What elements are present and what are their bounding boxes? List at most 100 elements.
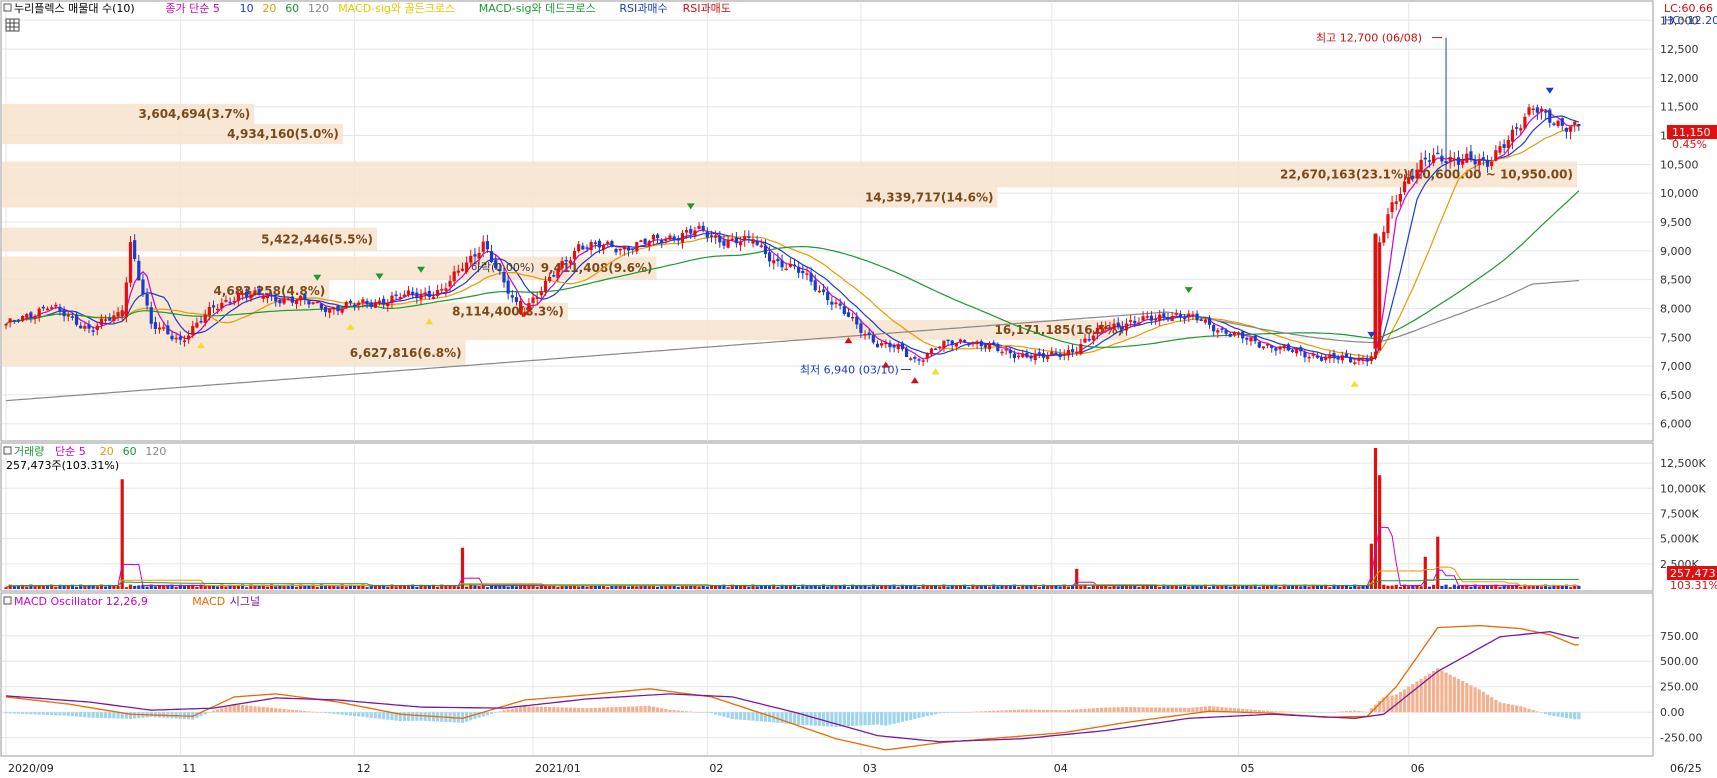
- candle-body: [398, 297, 402, 299]
- legend-item[interactable]: 거래량: [14, 445, 44, 458]
- candle-body: [606, 241, 610, 245]
- macd-oscillator-bar: [564, 707, 568, 713]
- candle-body: [519, 300, 523, 314]
- macd-oscillator-bar: [1004, 710, 1008, 713]
- volume-bar: [1319, 585, 1324, 589]
- volume-bar: [925, 586, 929, 589]
- legend-item[interactable]: 10: [240, 2, 254, 15]
- legend-item[interactable]: MACD-sig와 데드크로스: [479, 2, 596, 15]
- volume-bar: [1270, 585, 1274, 589]
- legend-item[interactable]: RSI과매수: [619, 2, 667, 15]
- legend-item[interactable]: 120: [145, 445, 166, 458]
- legend-box-icon[interactable]: [3, 3, 12, 12]
- macd-oscillator-bar: [1174, 707, 1178, 713]
- macd-oscillator-bar: [1382, 697, 1386, 713]
- macd-oscillator-bar: [958, 712, 963, 713]
- candle-body: [270, 295, 274, 297]
- macd-oscillator-bar: [1120, 707, 1124, 713]
- macd-tick-label: 750.00: [1660, 630, 1699, 643]
- macd-oscillator-bar: [369, 712, 373, 718]
- macd-oscillator-bar: [1212, 706, 1216, 713]
- candle-body: [1046, 356, 1050, 359]
- legend-item[interactable]: 60: [285, 2, 299, 15]
- macd-oscillator-bar: [1178, 707, 1183, 713]
- legend-item[interactable]: 누리플렉스 매물대 수(10): [14, 2, 135, 15]
- macd-oscillator-bar: [203, 712, 207, 715]
- volume-bar: [1382, 584, 1386, 589]
- candle-body: [1174, 313, 1178, 315]
- candle-body: [195, 322, 199, 328]
- legend-item[interactable]: 60: [123, 445, 137, 458]
- volume-bar: [1261, 584, 1266, 589]
- candle-body: [1535, 107, 1539, 113]
- volume-bar: [444, 586, 448, 589]
- candle-body: [1432, 155, 1436, 163]
- macd-oscillator-bar: [1104, 707, 1108, 713]
- candle-body: [888, 342, 892, 348]
- macd-oscillator-bar: [568, 707, 572, 713]
- legend-item[interactable]: 시그널: [230, 595, 260, 608]
- candle-body: [913, 356, 917, 359]
- candle-body: [473, 254, 477, 257]
- macd-oscillator-bar: [622, 706, 626, 713]
- volume-bar: [87, 585, 91, 589]
- volume-profile-bar: [2, 103, 255, 125]
- candle-body: [120, 310, 124, 317]
- macd-oscillator-bar: [1257, 710, 1261, 713]
- volume-bar: [1178, 586, 1183, 589]
- candle-body: [904, 348, 909, 358]
- hc-label: HC:-12.20: [1664, 14, 1717, 27]
- legend-item[interactable]: 종가 단순 5: [165, 2, 219, 15]
- volume-current-tag: [1667, 566, 1717, 580]
- macd-oscillator-bar: [344, 712, 348, 716]
- volume-bar: [651, 584, 655, 589]
- macd-oscillator-bar: [539, 706, 543, 713]
- signal-golden-icon: [931, 368, 940, 375]
- legend-item[interactable]: 단순 5: [55, 445, 86, 458]
- volume-bar: [548, 585, 552, 589]
- legend-item[interactable]: 20: [262, 2, 276, 15]
- legend-item[interactable]: 120: [308, 2, 329, 15]
- legend-item[interactable]: MACD: [192, 595, 225, 608]
- candle-body: [1411, 175, 1415, 179]
- macd-oscillator-bar: [282, 708, 286, 713]
- candle-body: [1332, 353, 1336, 359]
- volume-bar: [83, 586, 87, 589]
- volume-bar: [1402, 584, 1407, 589]
- volume-bar: [655, 586, 660, 589]
- candle-body: [95, 325, 99, 331]
- candle-body: [1523, 116, 1527, 129]
- macd-oscillator-bar: [95, 712, 99, 718]
- candle-body: [851, 316, 855, 319]
- macd-oscillator-bar: [992, 710, 996, 713]
- volume-bar: [290, 584, 294, 589]
- volume-bar: [689, 585, 693, 589]
- volume-bar: [597, 585, 602, 589]
- candle-body: [448, 280, 452, 287]
- macd-oscillator-bar: [66, 712, 70, 716]
- x-tick-label: 03: [863, 762, 877, 775]
- legend-item[interactable]: 20: [100, 445, 114, 458]
- legend-item[interactable]: RSI과매도: [683, 2, 731, 15]
- volume-ma-line: [5, 578, 1579, 588]
- candle-body: [1452, 158, 1456, 161]
- legend-item[interactable]: MACD-sig와 골든크로스: [338, 2, 455, 15]
- volume-bar: [386, 586, 390, 589]
- grid-toggle-icon[interactable]: [5, 18, 20, 32]
- candle-body: [489, 251, 494, 263]
- volume-bar: [1058, 586, 1062, 589]
- candle-body: [1390, 202, 1394, 212]
- macd-oscillator-bar: [373, 712, 377, 719]
- volume-bar: [1365, 585, 1369, 589]
- legend-item[interactable]: MACD Oscillator 12,26,9: [14, 595, 148, 608]
- candle-body: [411, 291, 415, 295]
- candle-body: [1124, 323, 1129, 331]
- candle-body: [1095, 327, 1100, 334]
- macd-oscillator-bar: [1444, 672, 1448, 713]
- volume-bar: [1411, 585, 1415, 589]
- macd-oscillator-bar: [734, 712, 738, 720]
- macd-oscillator-bar: [498, 711, 502, 713]
- macd-oscillator-bar: [1307, 712, 1311, 713]
- volume-bar: [1195, 585, 1199, 589]
- macd-oscillator-bar: [1577, 712, 1581, 720]
